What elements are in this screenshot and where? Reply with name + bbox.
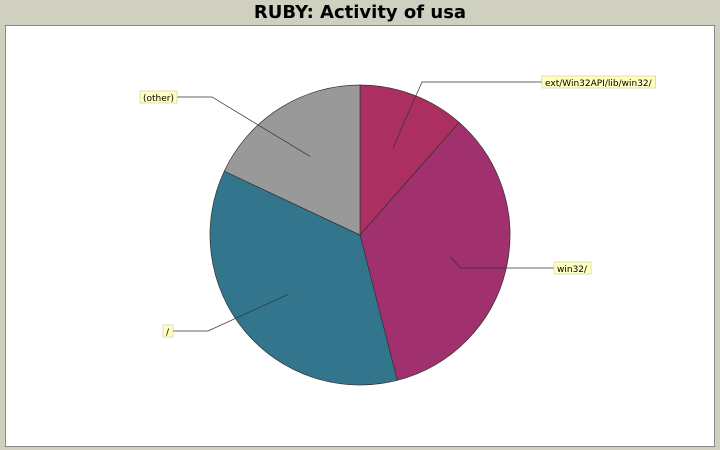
pie-chart: ext/Win32API/lib/win32/win32/ / (other) xyxy=(139,75,656,386)
leader-line xyxy=(177,96,311,157)
pie-slice xyxy=(359,84,460,236)
leader-line xyxy=(173,293,289,332)
slice-label: / xyxy=(162,324,174,338)
chart-title: RUBY: Activity of usa xyxy=(253,2,467,23)
pie-slice xyxy=(209,170,398,386)
slice-label-text: (other) xyxy=(143,94,174,104)
plot-area: ext/Win32API/lib/win32/win32/ / (other) xyxy=(5,25,715,447)
slice-label-box xyxy=(541,75,656,89)
slice-label: ext/Win32API/lib/win32/ xyxy=(541,75,656,89)
pie-slice xyxy=(223,84,361,236)
slice-label-box xyxy=(162,324,174,338)
slice-label-text: win32/ xyxy=(557,265,588,275)
slice-label-box xyxy=(553,261,592,275)
pie-slice xyxy=(359,121,511,381)
slice-label: win32/ xyxy=(553,261,592,275)
leader-line xyxy=(392,81,542,149)
slice-label-text: ext/Win32API/lib/win32/ xyxy=(545,79,653,89)
leader-line xyxy=(450,256,554,269)
slice-label-box xyxy=(139,90,178,104)
slice-label-text: / xyxy=(166,328,170,338)
slice-label: (other) xyxy=(139,90,178,104)
